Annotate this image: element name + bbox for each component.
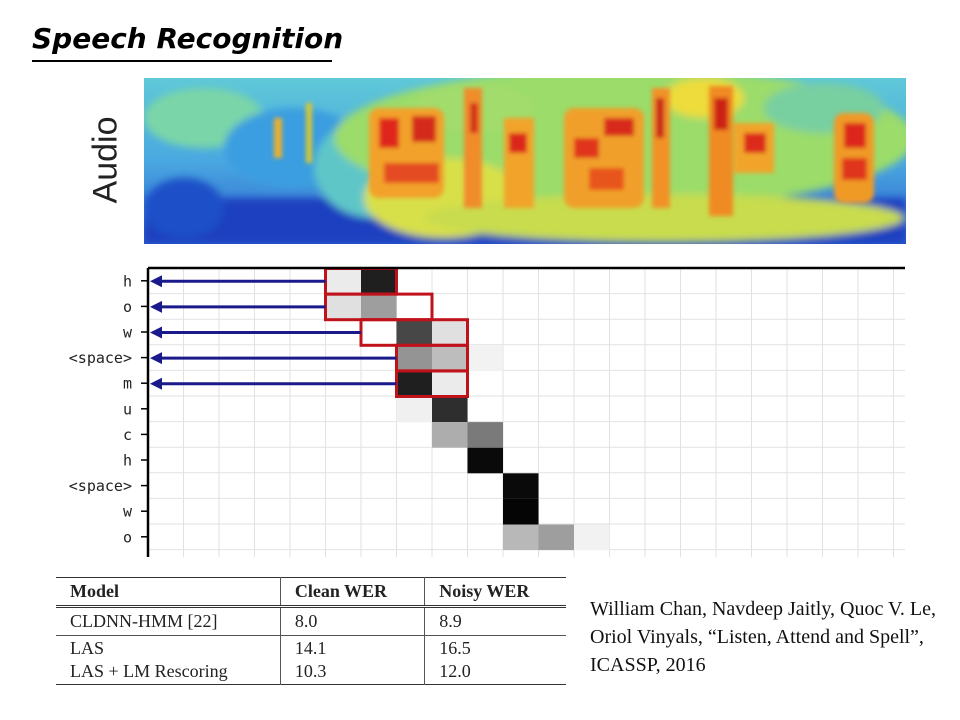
attention-cell [467,447,503,474]
table-row: CLDNN-HMM [22] 8.0 8.9 [56,606,566,636]
cell-model: LAS LAS + LM Rescoring [70,638,228,681]
attention-cell [325,294,361,320]
row-label: <space> [69,477,132,495]
attention-cell [467,422,503,448]
citation-text: William Chan, Navdeep Jaitly, Quoc V. Le… [590,598,936,676]
attention-cell [361,268,397,295]
header-model: Model [70,581,119,601]
cell-clean: 14.1 10.3 [279,635,425,685]
attention-cell [503,498,539,525]
header-noisy-wer: Noisy WER [424,577,566,607]
attention-cell [325,268,361,295]
attention-cell [432,345,468,371]
header-clean-wer: Clean WER [279,577,425,607]
row-label: m [123,375,132,393]
attention-axes [146,266,905,557]
attention-cell [396,345,432,371]
attention-cell [432,319,468,346]
row-label: u [123,400,132,418]
slide-title: Speech Recognition [32,22,344,55]
table-row: LAS LAS + LM Rescoring 14.1 10.3 16.5 12.0 [56,635,566,685]
attention-cell [361,294,397,320]
cell-noisy: 16.5 12.0 [424,635,566,685]
arrow-head [150,300,162,313]
attention-cell [432,422,468,448]
arrow-head [150,352,162,365]
attention-cell [396,370,432,397]
attention-cell [396,319,432,346]
row-label: w [123,503,133,521]
attention-cell [467,345,503,371]
row-label: h [123,452,132,470]
attention-cell [503,524,539,551]
attention-cell [396,396,432,423]
attention-cell [432,370,468,397]
row-label: h [123,272,132,290]
attention-cell [432,396,468,423]
title-underline [32,60,332,62]
attention-weights [325,268,610,551]
attention-cell [503,473,539,499]
results-table: Model Clean WER Noisy WER CLDNN-HMM [22]… [56,577,566,685]
row-label: o [123,528,132,546]
arrow-head [150,377,162,390]
alignment-arrows [150,275,397,390]
cell-model: CLDNN-HMM [22] [56,606,281,636]
audio-spectrogram [144,78,906,244]
table-header-row: Model Clean WER Noisy WER [56,577,566,607]
attention-cell [574,524,610,551]
row-label: c [123,426,132,444]
arrow-head [150,275,162,288]
cell-noisy: 8.9 [424,606,566,636]
cell-clean: 8.0 [279,606,425,636]
row-label: w [123,324,133,342]
row-label: <space> [69,349,132,367]
arrow-head [150,326,162,339]
attention-cell [538,524,574,551]
row-label: o [123,298,132,316]
